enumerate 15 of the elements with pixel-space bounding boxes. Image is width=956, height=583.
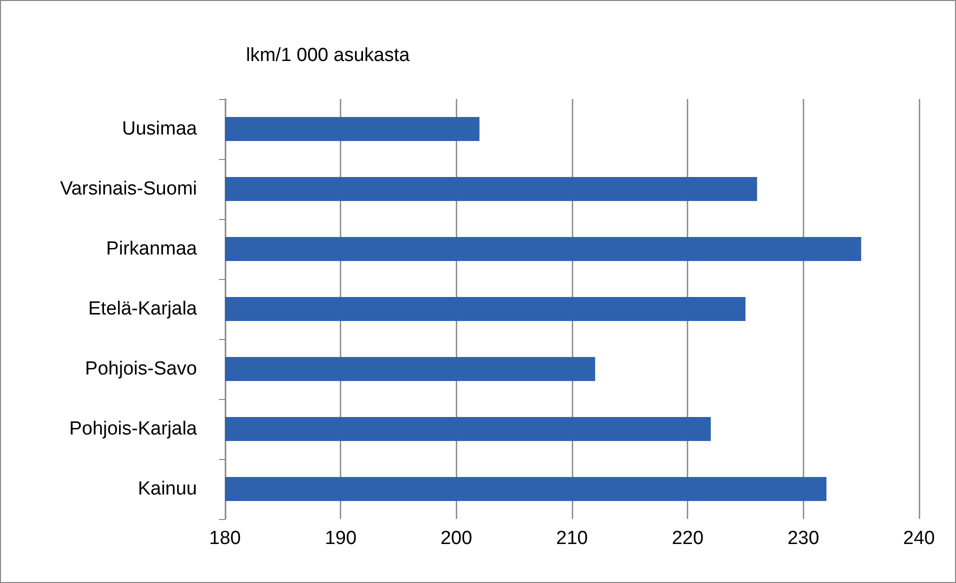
y-tick-label: Pohjois-Karjala — [69, 418, 198, 440]
y-tick-label: Pohjois-Savo — [85, 358, 197, 380]
x-tick-label: 230 — [787, 528, 820, 549]
x-tick-label: 220 — [672, 528, 704, 549]
y-tick-label: Varsinais-Suomi — [60, 178, 197, 200]
x-tick-label: 210 — [556, 528, 588, 549]
y-tick-label: Etelä-Karjala — [88, 298, 198, 320]
y-tick-label: Kainuu — [138, 478, 197, 500]
x-tick-label: 180 — [209, 528, 241, 549]
y-tick-label: Uusimaa — [122, 118, 198, 140]
chart-title: lkm/1 000 asukasta — [246, 45, 410, 66]
y-tick-label: Pirkanmaa — [106, 238, 198, 260]
x-tick-label: 190 — [324, 528, 357, 549]
x-tick-label: 240 — [903, 528, 935, 549]
x-tick-label: 200 — [440, 528, 472, 549]
